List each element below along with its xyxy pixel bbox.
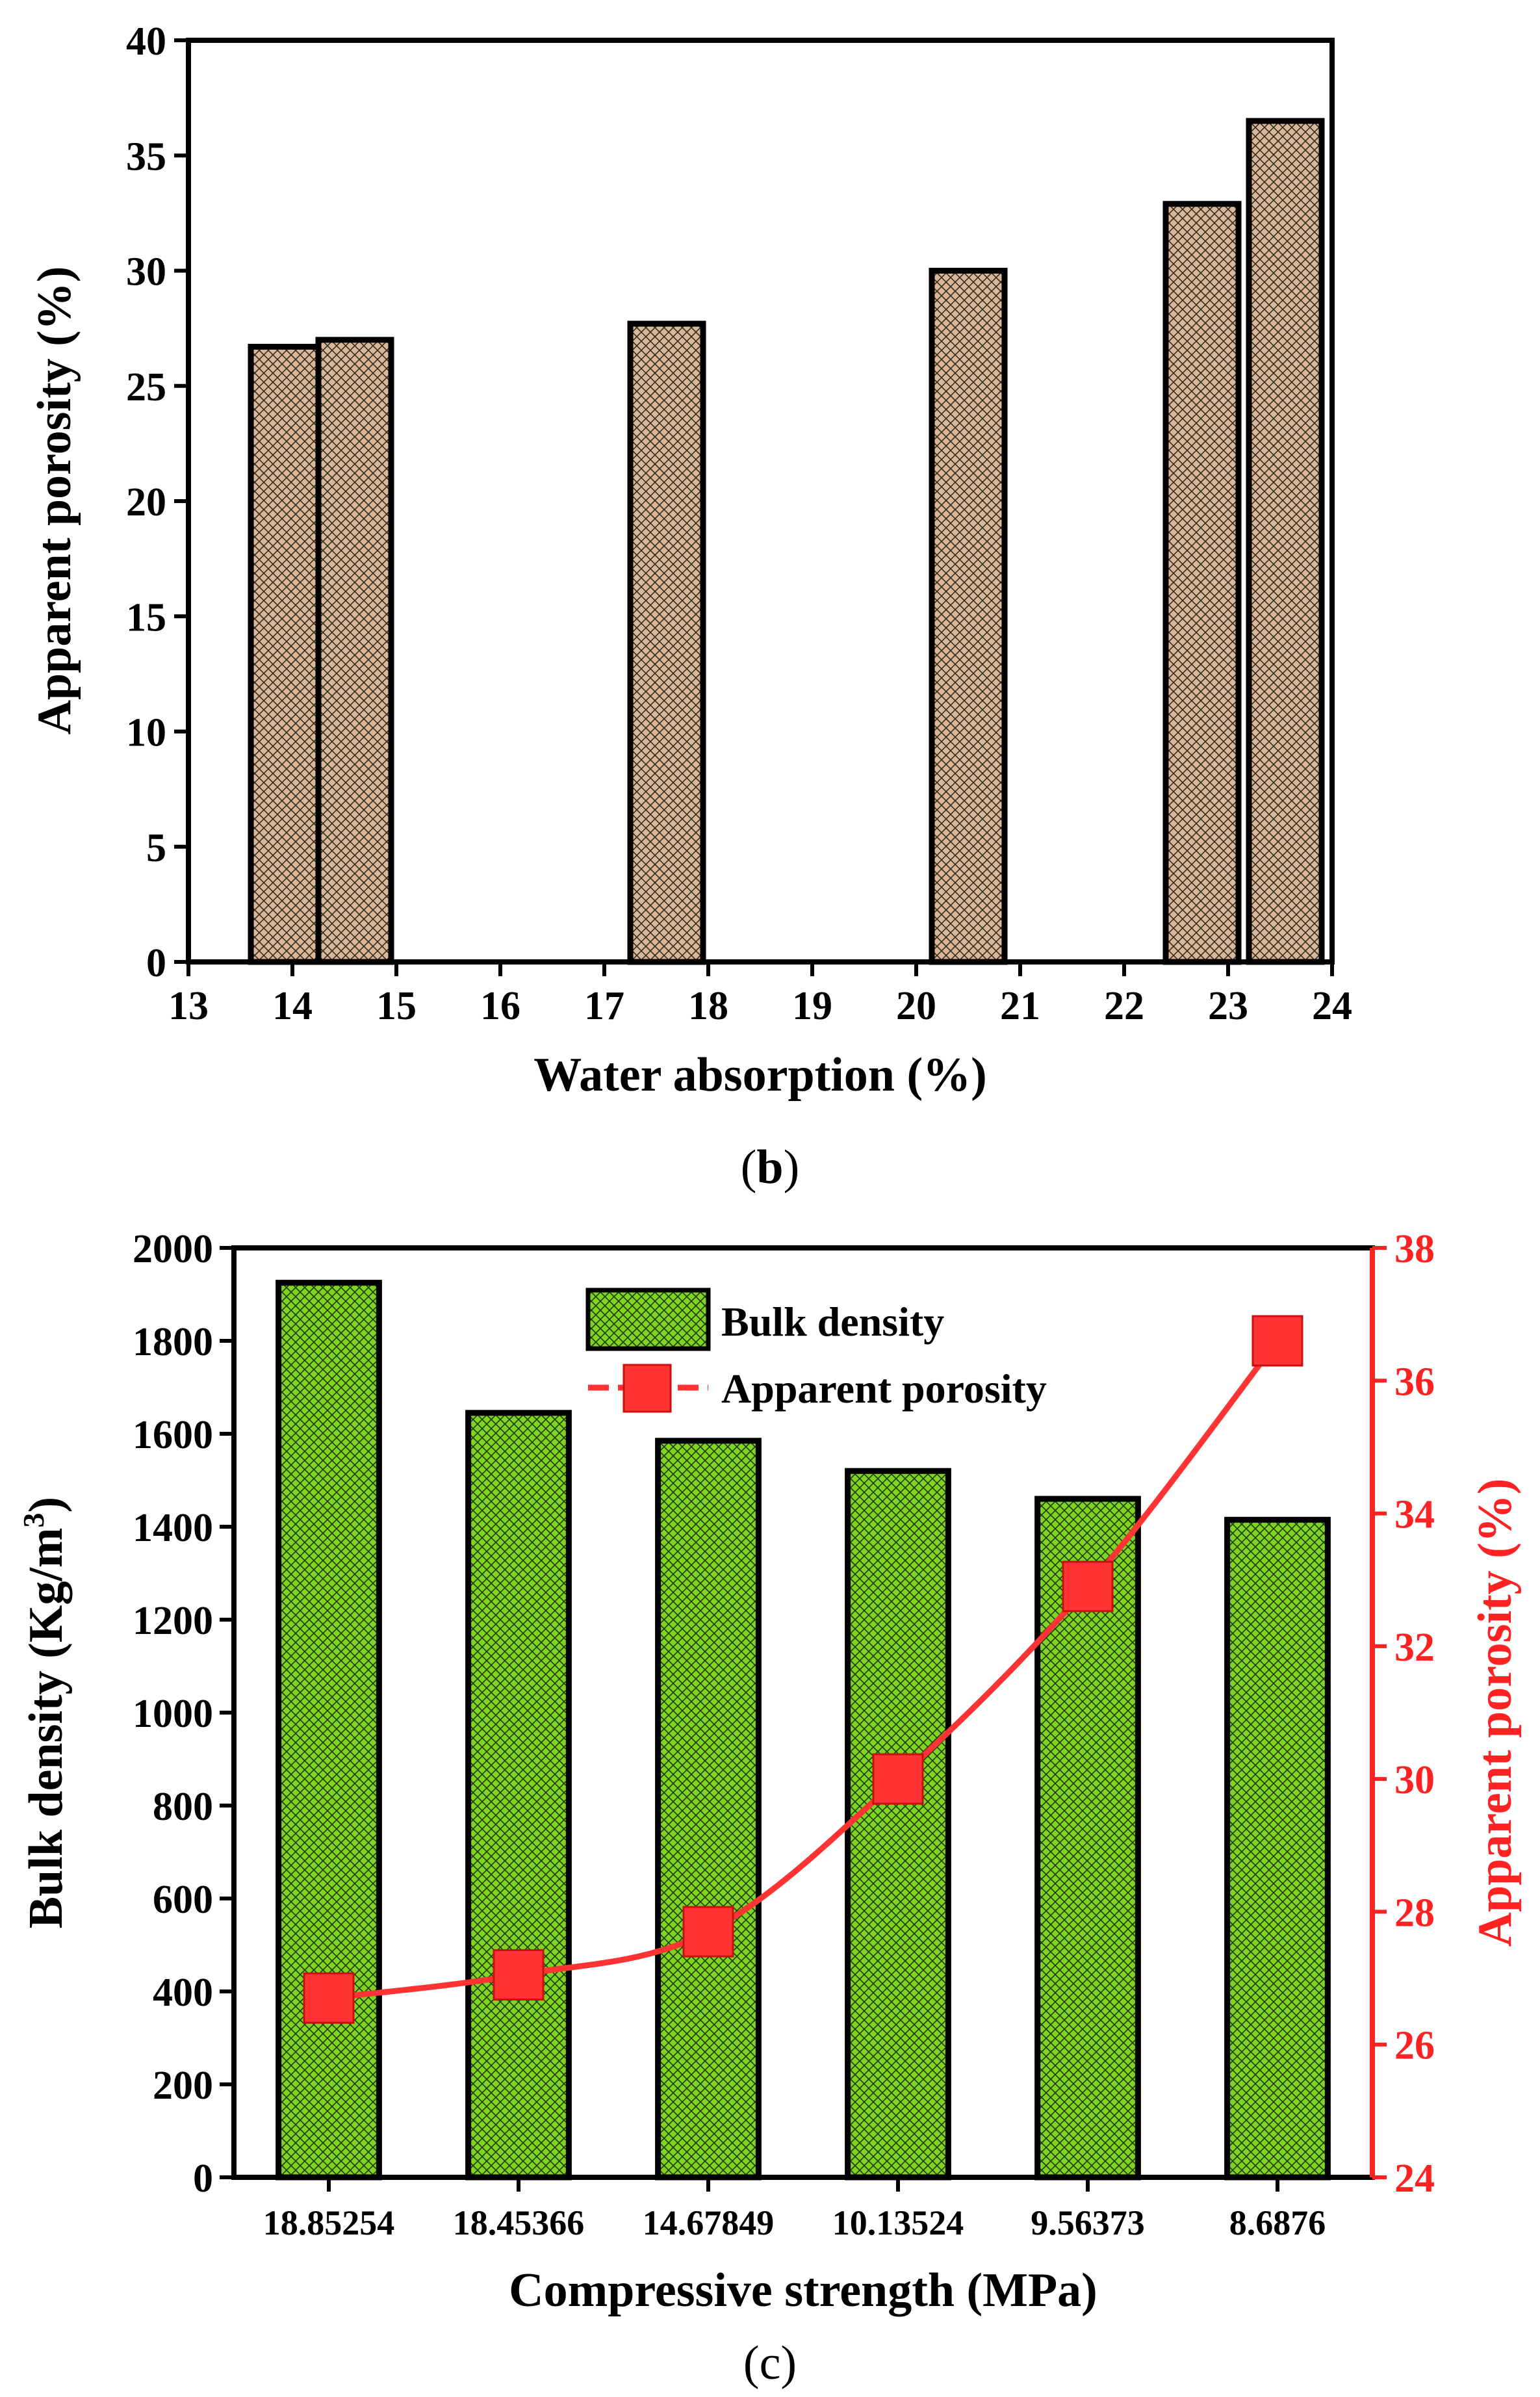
panel-b-y-tick-label: 30 — [126, 250, 166, 294]
panel-c-porosity-marker — [493, 1949, 545, 2001]
panel-c-x-tick-label: 14.67849 — [643, 2203, 775, 2242]
panel-c-bar — [1224, 1516, 1331, 2181]
panel-b-y-axis: 0 5 10 15 20 25 30 35 40 — [126, 19, 188, 985]
panel-b-x-tick-label: 20 — [896, 984, 936, 1028]
panel-b-bar — [315, 337, 394, 965]
panel-c-right-tick-label: 26 — [1394, 2024, 1435, 2068]
panel-c-porosity-marker — [303, 1972, 355, 2024]
panel-b-x-tick-label: 23 — [1208, 984, 1248, 1028]
panel-b-y-tick-label: 20 — [126, 480, 166, 525]
panel-c-porosity-marker — [1251, 1315, 1303, 1367]
panel-c-x-tick-label: 10.13524 — [832, 2203, 964, 2242]
panel-b-x-tick-label: 22 — [1104, 984, 1144, 1028]
panel-c-left-tick-label: 1200 — [133, 1599, 213, 1643]
panel-c-left-tick-label: 0 — [193, 2157, 213, 2201]
panel-c-bars — [276, 1280, 1331, 2181]
panel-c-right-tick-label: 30 — [1394, 1758, 1435, 1802]
panel-c-x-axis: 18.85254 18.45366 14.67849 10.13524 9.56373 8… — [263, 2177, 1326, 2242]
panel-c-left-tick-label: 600 — [153, 1878, 213, 1922]
panel-b-bar — [1246, 118, 1325, 965]
panel-c-y-axis-title-main: Bulk density (Kg/m — [19, 1527, 73, 1928]
panel-b-y-tick-label: 10 — [126, 711, 166, 755]
panel-c-bar — [845, 1468, 951, 2181]
panel-c-caption: (c) — [743, 2337, 797, 2390]
panel-c-porosity-marker — [682, 1906, 734, 1958]
panel-b-y-tick-label: 15 — [126, 595, 166, 640]
panel-c-right-tick-label: 34 — [1394, 1493, 1435, 1537]
panel-c-x-axis-title: Compressive strength (MPa) — [509, 2264, 1097, 2317]
panel-c-porosity-marker — [872, 1753, 924, 1805]
panel-c-left-tick-label: 1800 — [133, 1320, 213, 1364]
panel-c-x-tick-label: 18.85254 — [263, 2203, 395, 2242]
panel-b-x-axis-title: Water absorption (%) — [533, 1048, 987, 1102]
panel-c-right-axis-title: Apparent porosity (%) — [1469, 1479, 1522, 1947]
panel-c-bar — [465, 1410, 572, 2181]
panel-b-x-tick-label: 17 — [584, 984, 624, 1028]
panel-b-x-tick-label: 13 — [168, 984, 209, 1028]
panel-c-x-tick-label: 9.56373 — [1031, 2203, 1145, 2242]
legend-label-apparent-porosity: Apparent porosity — [721, 1366, 1047, 1412]
panel-c-left-axis: 0 200 400 600 800 1000 1200 1400 1600 1800 2000 — [133, 1227, 234, 2201]
panel-b-bar — [627, 320, 706, 965]
panel-c-left-tick-label: 2000 — [133, 1227, 213, 1271]
legend-label-bulk-density: Bulk density — [721, 1299, 944, 1345]
panel-b-bar — [929, 268, 1008, 965]
panel-b-y-tick-label: 40 — [126, 19, 166, 64]
panel-b-y-tick-label: 5 — [146, 826, 166, 870]
panel-c-left-tick-label: 800 — [153, 1785, 213, 1829]
panel-c-bar — [276, 1280, 382, 2181]
panel-b-x-tick-label: 21 — [1000, 984, 1040, 1028]
panel-c-left-tick-label: 200 — [153, 2064, 213, 2108]
panel-c-x-tick-label: 18.45366 — [453, 2203, 585, 2242]
panel-c-left-tick-label: 1600 — [133, 1413, 213, 1457]
panel-b-x-tick-label: 15 — [376, 984, 417, 1028]
panel-c-porosity-line — [303, 1315, 1303, 2024]
panel-b-y-tick-label: 0 — [146, 941, 166, 985]
panel-b-y-tick-label: 35 — [126, 135, 166, 179]
panel-c-left-tick-label: 1000 — [133, 1692, 213, 1736]
panel-c-porosity-marker — [1062, 1561, 1114, 1613]
panel-b-x-axis: 13 14 15 16 17 18 19 20 21 22 23 24 — [168, 962, 1352, 1028]
legend-marker-apparent-porosity — [622, 1364, 672, 1413]
panel-c-right-tick-label: 32 — [1394, 1626, 1435, 1670]
panel-b-x-tick-label: 24 — [1312, 984, 1352, 1028]
panel-c-left-tick-label: 1400 — [133, 1506, 213, 1550]
legend-swatch-bulk-density — [585, 1288, 711, 1351]
panel-b-bar — [248, 343, 327, 965]
panel-c-bar — [655, 1438, 762, 2181]
panel-c-right-tick-label: 24 — [1394, 2157, 1435, 2201]
panel-c-legend: Bulk density Apparent porosity — [585, 1288, 1047, 1413]
panel-b-x-tick-label: 19 — [792, 984, 832, 1028]
panel-c-right-tick-label: 36 — [1394, 1360, 1435, 1404]
panel-b-bar — [1162, 201, 1242, 965]
panel-b-x-tick-label: 18 — [688, 984, 728, 1028]
panel-c-y-axis-title: Bulk density (Kg/m3) — [17, 1497, 73, 1928]
panel-c-y-axis-title-close: ) — [19, 1497, 73, 1513]
panel-c-y-axis-title-sup: 3 — [17, 1512, 50, 1527]
panel-b-y-axis-title: Apparent porosity (%) — [28, 266, 81, 735]
panel-b-chart: 0 5 10 15 20 25 30 35 40 13 14 15 16 17 18 19 20 21 22 23 2… — [28, 19, 1352, 1194]
panel-b-y-tick-label: 25 — [126, 365, 166, 409]
panel-b-x-tick-label: 16 — [480, 984, 520, 1028]
panel-c-x-tick-label: 8.6876 — [1229, 2203, 1326, 2242]
panel-b-caption: (b) — [741, 1141, 799, 1194]
panel-b-x-tick-label: 14 — [272, 984, 313, 1028]
panel-c-left-tick-label: 400 — [153, 1971, 213, 2015]
panel-c-right-axis: 24 26 28 30 32 34 36 38 — [1372, 1227, 1435, 2201]
panel-c-right-tick-label: 38 — [1394, 1227, 1435, 1271]
panel-c-right-tick-label: 28 — [1394, 1891, 1435, 1935]
panel-b-bars — [248, 118, 1325, 965]
panel-c-chart: 0 200 400 600 800 1000 1200 1400 1600 1800 2000 24… — [17, 1227, 1522, 2390]
